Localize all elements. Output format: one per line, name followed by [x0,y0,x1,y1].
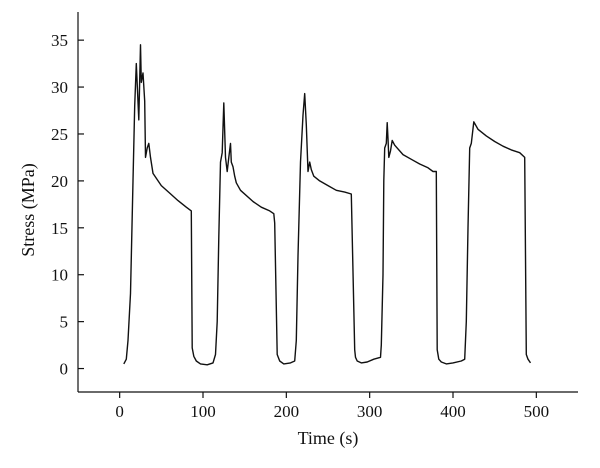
stress-series-line [123,44,532,366]
y-tick-label: 20 [51,172,68,191]
y-tick-label: 30 [51,78,68,97]
y-ticks: 0 5 10 15 20 25 30 35 [51,31,84,379]
x-ticks: 0 100 200 300 400 500 [115,392,549,421]
x-tick-label: 100 [190,402,216,421]
x-tick-label: 400 [440,402,466,421]
x-tick-label: 200 [274,402,300,421]
axes [77,12,578,393]
y-tick-label: 5 [60,313,69,332]
y-tick-label: 0 [60,360,69,379]
y-tick-label: 10 [51,266,68,285]
x-tick-label: 300 [357,402,383,421]
x-tick-label: 0 [115,402,124,421]
y-tick-label: 25 [51,125,68,144]
y-tick-label: 15 [51,219,68,238]
x-tick-label: 500 [524,402,550,421]
y-axis-title: Stress (MPa) [18,163,39,257]
y-tick-label: 35 [51,31,68,50]
x-axis-title: Time (s) [298,428,359,449]
